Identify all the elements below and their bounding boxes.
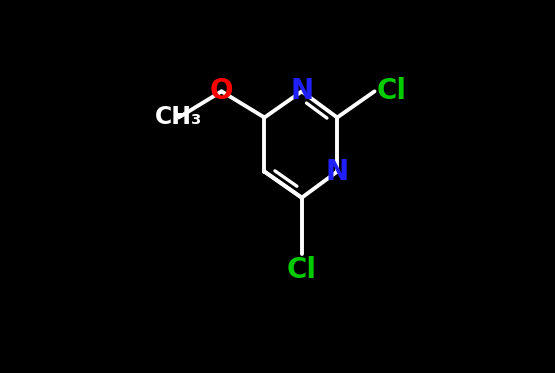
- Text: N: N: [290, 77, 314, 106]
- Text: CH₃: CH₃: [155, 106, 202, 129]
- Text: O: O: [210, 77, 233, 106]
- Text: N: N: [326, 157, 349, 186]
- Text: Cl: Cl: [376, 77, 406, 106]
- Text: Cl: Cl: [287, 256, 317, 283]
